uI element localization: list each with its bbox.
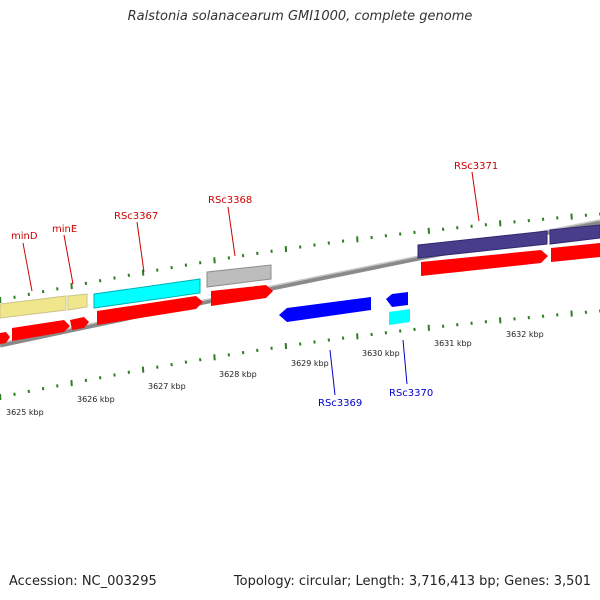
gene-label-minE[interactable]: minE [52,224,77,235]
gene-label-RSc3367[interactable]: RSc3367 [114,211,158,222]
gene-label-RSc3371[interactable]: RSc3371 [454,161,498,172]
feature-RSc3369-gene[interactable] [279,297,371,322]
tick-row-bottom [0,309,600,401]
accession-text: Accession: NC_003295 [9,574,157,589]
scale-label-3629: 3629 kbp [291,359,329,368]
feature-RSc3371-gene[interactable] [417,224,600,259]
feature-minE-gene[interactable] [67,293,88,311]
feature-RSc3370-gene[interactable] [386,292,410,325]
gene-label-RSc3368[interactable]: RSc3368 [208,195,252,206]
cds-arrow-right[interactable] [551,243,600,262]
scale-label-3628: 3628 kbp [219,370,257,379]
gene-label-RSc3369[interactable]: RSc3369 [318,398,362,409]
gene-label-minD[interactable]: minD [11,231,38,242]
gene-labels-bottom: RSc3369 RSc3370 [318,388,433,409]
feature-minD-gene[interactable] [0,295,67,319]
scale-label-3626: 3626 kbp [77,395,115,404]
feature-RSc3368-gene[interactable] [206,264,272,288]
cds-arrow-minD-left[interactable] [0,332,10,344]
tick-row-top [0,212,600,304]
feature-RSc3367-gene[interactable] [93,278,201,309]
scale-label-3631: 3631 kbp [434,339,472,348]
cds-arrow-RSc3368[interactable] [211,285,273,306]
label-connectors [22,171,480,396]
scale-label-3630: 3630 kbp [362,349,400,358]
cds-arrow-minD[interactable] [12,320,70,341]
gene-label-RSc3370[interactable]: RSc3370 [389,388,433,399]
cds-arrow-RSc3367[interactable] [97,296,203,325]
map-title: Ralstonia solanacearum GMI1000, complete… [127,9,473,24]
scale-labels: 3625 kbp 3626 kbp 3627 kbp 3628 kbp 3629… [6,330,544,417]
gene-labels-top: minD minE RSc3367 RSc3368 RSc3371 [11,161,498,242]
genome-summary-text: Topology: circular; Length: 3,716,413 bp… [233,574,591,589]
scale-label-3632: 3632 kbp [506,330,544,339]
cds-arrow-minE[interactable] [70,317,89,330]
scale-label-3625: 3625 kbp [6,408,44,417]
cds-arrow-RSc3371[interactable] [421,250,548,276]
scale-label-3627: 3627 kbp [148,382,186,391]
